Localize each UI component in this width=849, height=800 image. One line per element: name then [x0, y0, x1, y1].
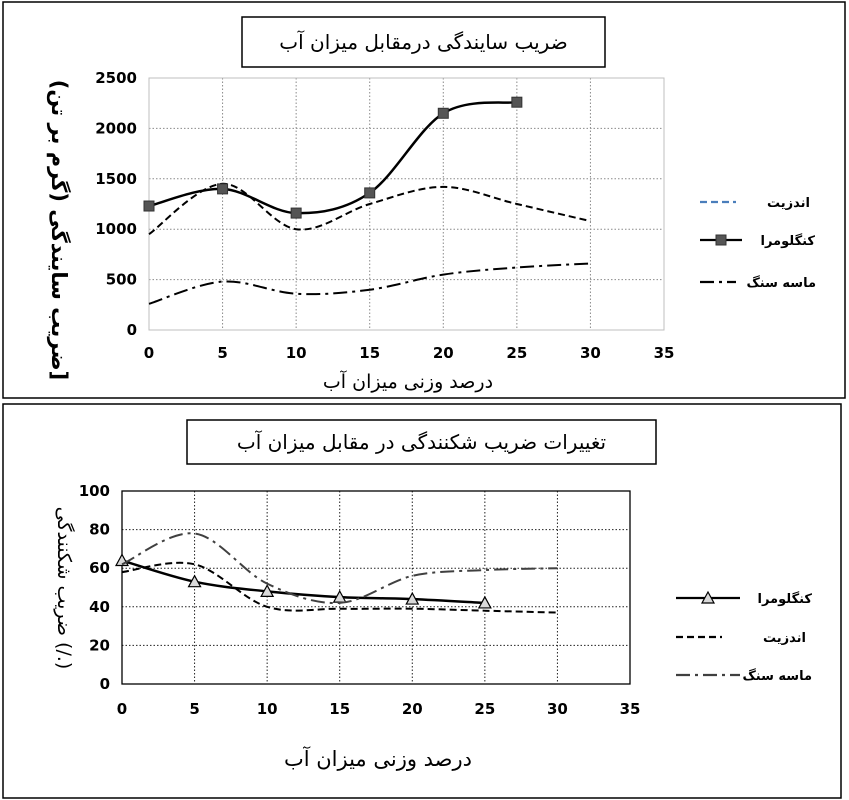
legend-item: ماسه سنگ	[676, 668, 812, 684]
x-tick-label: 15	[359, 344, 380, 362]
series-line	[148, 100, 518, 215]
legend-marker	[700, 590, 716, 604]
y-tick-label: 40	[89, 598, 110, 616]
data-point	[511, 96, 523, 108]
data-point	[260, 584, 275, 597]
legend-label: ماسه سنگ	[746, 275, 816, 291]
y-tick-label: 2500	[95, 69, 137, 87]
legend-label: اندزیت	[763, 631, 806, 646]
x-axis-label: درصد وزنی میزان آب	[284, 746, 472, 771]
data-point	[187, 574, 202, 588]
legend-marker	[715, 234, 727, 246]
data-point	[364, 187, 376, 199]
y-axis-label: ضریب شکنندگی (/.)	[53, 507, 76, 670]
data-point	[143, 200, 155, 212]
chart-frame	[2, 403, 842, 799]
y-tick-label: 2000	[95, 119, 137, 137]
x-tick-label: 30	[547, 700, 568, 718]
y-tick-label: 0	[100, 675, 110, 693]
title-box	[186, 419, 657, 465]
legend-label: کنگلومرا	[761, 233, 816, 249]
legend-item: کنگلومرا	[700, 233, 815, 249]
chart-title: ضریب سایندگی درمقابل میزان آب	[279, 29, 567, 54]
x-tick-label: 5	[189, 700, 199, 718]
chart-title: تغییرات ضریب شکنندگی در مقابل میزان آب	[237, 429, 606, 454]
x-tick-label: 15	[329, 700, 350, 718]
x-tick-label: 0	[117, 700, 127, 718]
y-axis-label: ضریب سایندگی (گرم بر تن)]	[47, 80, 72, 381]
series-0	[114, 553, 492, 609]
data-point	[477, 595, 492, 609]
series-2	[121, 532, 558, 604]
series-1	[143, 96, 523, 219]
chart-frame	[2, 1, 846, 399]
x-tick-label: 10	[286, 344, 307, 362]
x-tick-label: 10	[257, 700, 278, 718]
legend-label: اندزیت	[767, 196, 810, 211]
y-tick-label: 100	[79, 482, 110, 500]
y-tick-label: 20	[89, 636, 110, 654]
y-tick-label: 60	[89, 559, 110, 577]
legend-item: اندزیت	[676, 631, 806, 646]
legend-label: کنگلومرا	[758, 591, 813, 607]
plot-area	[148, 77, 665, 331]
brittleness-chart: 0 20 40 60 80 100 0 5 10 15 20 25 30 35 تغییرات ضریب ش…	[2, 403, 842, 799]
y-tick-label: 1000	[95, 220, 137, 238]
data-point	[437, 107, 449, 119]
series-line	[121, 532, 558, 604]
legend-item: اندزیت	[700, 196, 810, 211]
x-tick-label: 25	[506, 344, 527, 362]
data-point	[290, 207, 302, 219]
series-line	[148, 262, 591, 305]
x-tick-label: 30	[580, 344, 601, 362]
y-tick-label: 1500	[95, 170, 137, 188]
x-tick-label: 25	[474, 700, 495, 718]
series-2	[148, 262, 591, 305]
plot-area	[121, 490, 631, 685]
abrasion-chart-panel: 0 500 1000 1500 2000 2500 0 5 10 15 20 25 30 35 ضریب س…	[2, 1, 846, 399]
series-1	[121, 561, 558, 614]
x-tick-label: 5	[217, 344, 227, 362]
data-point	[217, 183, 229, 195]
x-tick-label: 35	[654, 344, 675, 362]
brittleness-chart-panel: 0 20 40 60 80 100 0 5 10 15 20 25 30 35 تغییرات ضریب ش…	[0, 403, 849, 800]
series-line	[121, 561, 558, 614]
abrasion-chart: 0 500 1000 1500 2000 2500 0 5 10 15 20 25 30 35 ضریب س…	[2, 1, 846, 399]
y-tick-label: 500	[106, 271, 137, 289]
x-axis-label: درصد وزنی میزان آب	[323, 369, 493, 393]
x-tick-label: 20	[433, 344, 454, 362]
legend-item: کنگلومرا	[676, 590, 813, 607]
gridlines	[122, 490, 631, 684]
title-box	[241, 16, 606, 68]
data-point	[405, 591, 420, 605]
y-tick-label: 0	[127, 321, 137, 339]
legend-label: ماسه سنگ	[742, 668, 812, 684]
y-tick-label: 80	[89, 521, 110, 539]
series-line	[121, 559, 485, 605]
legend-item: ماسه سنگ	[700, 275, 816, 291]
gridlines	[149, 77, 665, 330]
x-tick-label: 35	[620, 700, 641, 718]
x-tick-label: 20	[402, 700, 423, 718]
x-tick-label: 0	[144, 344, 154, 362]
